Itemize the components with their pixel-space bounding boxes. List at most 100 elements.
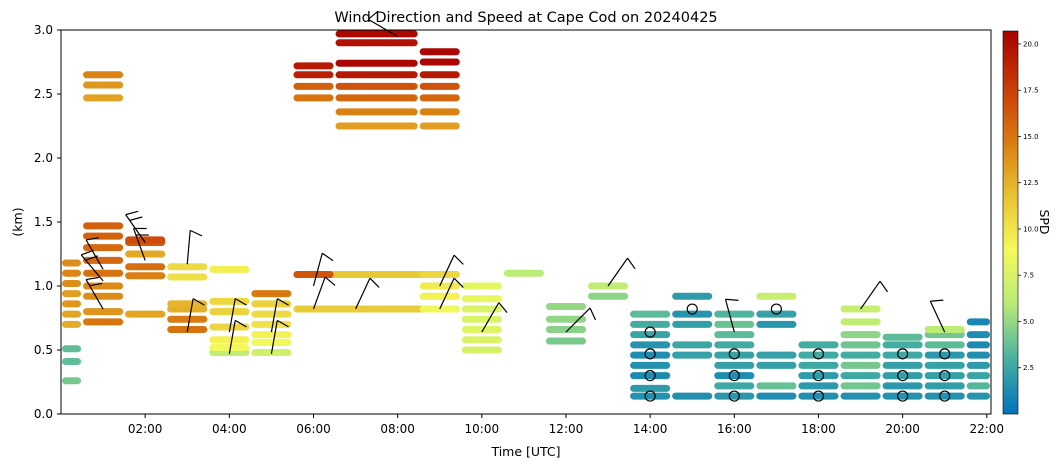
speed-cell	[630, 351, 671, 359]
speed-cell	[798, 382, 839, 390]
speed-cell	[209, 323, 250, 331]
speed-cell	[461, 336, 502, 344]
speed-cell	[630, 384, 671, 392]
speed-cell	[630, 392, 671, 400]
speed-cell	[672, 292, 713, 300]
colorbar-tick-label: 20.0	[1023, 40, 1039, 48]
speed-cell	[630, 372, 671, 380]
x-tick-label: 06:00	[296, 422, 331, 436]
speed-cell	[293, 62, 334, 70]
speed-cell	[83, 94, 124, 102]
colorbar-tick-label: 12.5	[1023, 179, 1039, 187]
calm-marker	[812, 390, 825, 402]
speed-cell	[714, 320, 755, 328]
speed-cell	[125, 250, 166, 258]
speed-cell	[461, 346, 502, 354]
colorbar	[1002, 30, 1019, 415]
speed-cell	[335, 71, 418, 79]
speed-cell	[419, 292, 460, 300]
speed-cell	[756, 292, 797, 300]
x-tick-label: 10:00	[465, 422, 500, 436]
colorbar-tick-label: 17.5	[1023, 87, 1039, 95]
calm-markers	[644, 303, 951, 402]
x-tick-label: 18:00	[801, 422, 836, 436]
speed-cell	[335, 82, 418, 90]
calm-marker	[728, 390, 740, 402]
speed-cell	[714, 341, 755, 349]
wind-barbs	[80, 10, 946, 354]
colorbar-ticks: 2.5 5.0 7.5 10.0 12.5 15.0 17.5 20.0	[1018, 40, 1039, 372]
speed-cell	[62, 320, 82, 328]
speed-cell	[167, 273, 208, 281]
speed-cell	[335, 39, 418, 47]
wind-barb	[186, 298, 205, 333]
speed-cell	[83, 318, 124, 326]
speed-cell	[83, 269, 124, 277]
speed-cell	[924, 341, 965, 349]
wind-barb	[724, 298, 739, 333]
x-tick-label: 12:00	[549, 422, 584, 436]
speed-cell	[756, 382, 797, 390]
speed-cell	[62, 358, 82, 366]
speed-cell	[83, 308, 124, 316]
x-tick-label: 08:00	[380, 422, 415, 436]
x-tick-label: 02:00	[128, 422, 163, 436]
speed-cell	[461, 305, 502, 313]
speed-cell	[798, 361, 839, 369]
x-tick-label: 16:00	[717, 422, 752, 436]
speed-cell	[966, 318, 990, 326]
speed-cell	[167, 315, 208, 323]
speed-cell	[209, 336, 250, 344]
y-axis-label: (km)	[10, 207, 25, 236]
speed-cell	[545, 337, 587, 345]
speed-cell	[419, 122, 460, 130]
speed-cell	[840, 392, 881, 400]
calm-marker	[897, 348, 909, 360]
speed-cell	[966, 361, 990, 369]
speed-cell	[62, 310, 82, 318]
wind-barb	[481, 302, 508, 333]
speed-cell	[798, 392, 839, 400]
speed-cell	[62, 300, 82, 308]
calm-marker	[897, 390, 909, 402]
speed-cell	[630, 361, 671, 369]
colorbar-tick-label: 2.5	[1023, 364, 1034, 372]
wind-barb	[367, 10, 398, 37]
calm-marker	[897, 370, 909, 382]
speed-cell	[83, 282, 124, 290]
x-tick-label: 14:00	[633, 422, 668, 436]
speed-cell	[335, 108, 418, 116]
speed-cell	[882, 361, 923, 369]
wind-barb	[85, 237, 104, 270]
speed-cell	[545, 302, 587, 310]
speed-cell	[83, 81, 124, 89]
colorbar-label: SPD	[1037, 209, 1052, 234]
speed-cell	[83, 232, 124, 240]
speed-cell	[545, 326, 587, 334]
calm-marker	[770, 303, 782, 315]
colorbar-tick-label: 15.0	[1023, 133, 1039, 141]
speed-cell	[503, 269, 544, 277]
x-tick-label: 22:00	[969, 422, 1004, 436]
speed-cell	[293, 305, 460, 313]
speed-cell	[125, 263, 166, 271]
speed-cell	[672, 392, 713, 400]
chart-title: Wind Direction and Speed at Cape Cod on …	[334, 10, 717, 26]
speed-cell	[209, 308, 250, 316]
speed-cell	[966, 392, 990, 400]
colorbar-tick-label: 7.5	[1023, 272, 1034, 280]
speed-cell	[419, 48, 460, 56]
speed-cell	[209, 297, 250, 305]
calm-marker	[728, 370, 740, 382]
wind-barb	[929, 299, 946, 333]
wind-barb	[860, 280, 888, 310]
speed-cell	[714, 351, 755, 359]
speed-cell	[672, 320, 713, 328]
wind-barb	[270, 319, 289, 354]
speed-cell	[62, 345, 82, 353]
x-axis-label: Time [UTC]	[490, 444, 560, 459]
speed-cell	[293, 94, 334, 102]
y-axis-ticks: 0.0 0.5 1.0 1.5 2.0 2.5 3.0	[34, 23, 61, 421]
speed-cell	[335, 59, 418, 67]
speed-cell	[672, 351, 713, 359]
